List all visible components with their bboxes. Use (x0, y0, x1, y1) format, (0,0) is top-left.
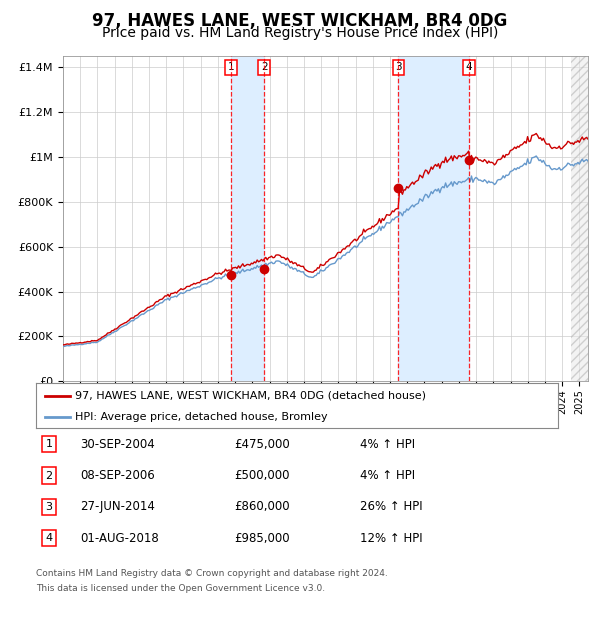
Text: £985,000: £985,000 (235, 532, 290, 545)
Text: 97, HAWES LANE, WEST WICKHAM, BR4 0DG (detached house): 97, HAWES LANE, WEST WICKHAM, BR4 0DG (d… (75, 391, 426, 401)
Text: 1: 1 (46, 439, 53, 450)
Text: £475,000: £475,000 (235, 438, 290, 451)
Text: Price paid vs. HM Land Registry's House Price Index (HPI): Price paid vs. HM Land Registry's House … (102, 26, 498, 40)
Text: 4% ↑ HPI: 4% ↑ HPI (359, 438, 415, 451)
Text: This data is licensed under the Open Government Licence v3.0.: This data is licensed under the Open Gov… (36, 584, 325, 593)
Text: 97, HAWES LANE, WEST WICKHAM, BR4 0DG: 97, HAWES LANE, WEST WICKHAM, BR4 0DG (92, 12, 508, 30)
Text: HPI: Average price, detached house, Bromley: HPI: Average price, detached house, Brom… (75, 412, 328, 422)
Text: 3: 3 (395, 62, 402, 72)
Text: 4: 4 (46, 533, 53, 543)
Text: 08-SEP-2006: 08-SEP-2006 (80, 469, 155, 482)
Text: 27-JUN-2014: 27-JUN-2014 (80, 500, 155, 513)
Text: £860,000: £860,000 (235, 500, 290, 513)
Text: Contains HM Land Registry data © Crown copyright and database right 2024.: Contains HM Land Registry data © Crown c… (36, 569, 388, 578)
Text: 3: 3 (46, 502, 53, 512)
Bar (231, 56, 264, 381)
Text: 4% ↑ HPI: 4% ↑ HPI (359, 469, 415, 482)
Bar (398, 56, 469, 381)
Text: 30-SEP-2004: 30-SEP-2004 (80, 438, 155, 451)
Text: 4: 4 (466, 62, 472, 72)
Text: 2: 2 (261, 62, 268, 72)
Text: £500,000: £500,000 (235, 469, 290, 482)
Text: 12% ↑ HPI: 12% ↑ HPI (359, 532, 422, 545)
Text: 01-AUG-2018: 01-AUG-2018 (80, 532, 159, 545)
Text: 1: 1 (227, 62, 234, 72)
Text: 26% ↑ HPI: 26% ↑ HPI (359, 500, 422, 513)
Text: 2: 2 (46, 471, 53, 480)
